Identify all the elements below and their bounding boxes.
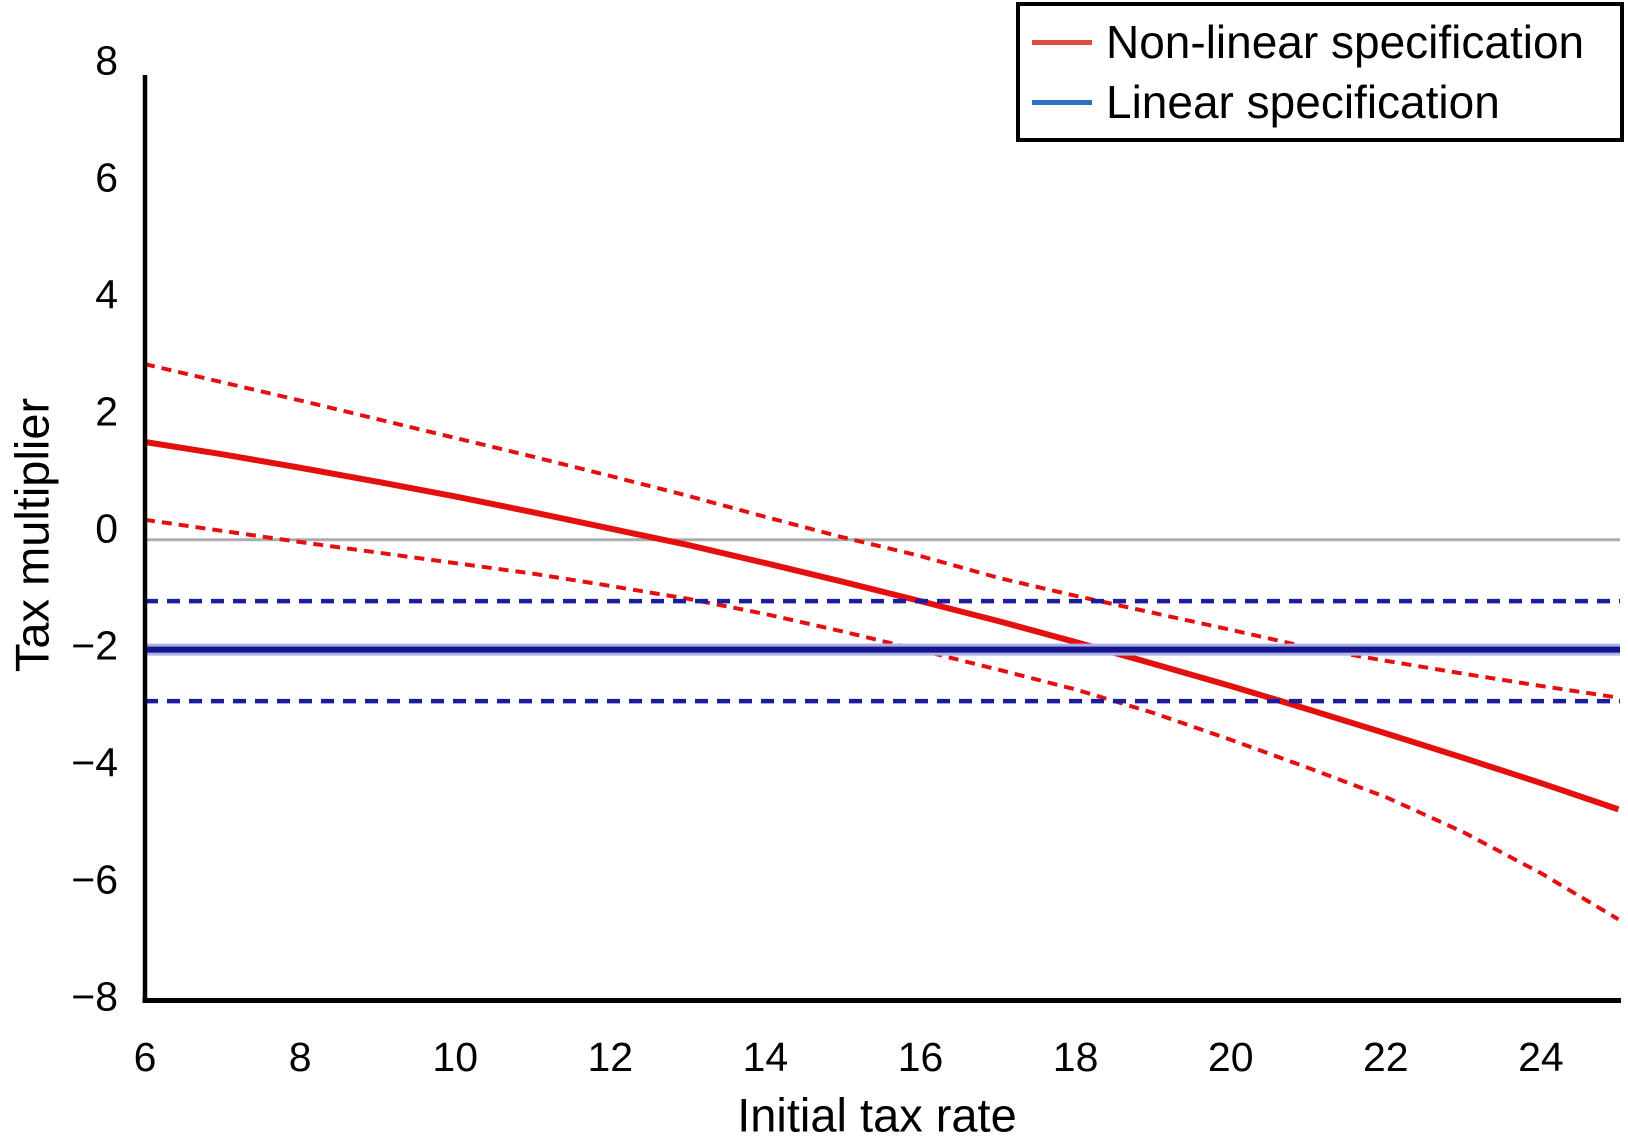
y-axis-title: Tax multiplier — [5, 397, 59, 673]
x-tick-label: 6 — [134, 1034, 157, 1080]
x-tick-label: 8 — [289, 1034, 312, 1080]
y-tick-label: 4 — [95, 272, 118, 318]
y-tick-label: −8 — [71, 974, 118, 1020]
legend-item-nonlinear: Non-linear specification — [1020, 15, 1620, 69]
y-tick-label: 8 — [95, 38, 118, 84]
non-linear-specification-line — [144, 439, 1620, 813]
x-tick-label: 18 — [1053, 1034, 1099, 1080]
x-tick-label: 22 — [1363, 1034, 1409, 1080]
x-tick-label: 20 — [1208, 1034, 1254, 1080]
y-tick-label: 2 — [95, 389, 118, 435]
y-tick-label: 6 — [95, 155, 118, 201]
legend-label-nonlinear: Non-linear specification — [1106, 16, 1585, 68]
x-tick-label: 12 — [587, 1034, 633, 1080]
x-axis-title: Initial tax rate — [737, 1088, 1017, 1142]
non-linear-ci-lower-line — [144, 517, 1620, 922]
linear-line-swatch — [1032, 99, 1092, 105]
x-tick-label: 16 — [898, 1034, 944, 1080]
x-tick-label: 14 — [743, 1034, 789, 1080]
x-tick-label: 10 — [432, 1034, 478, 1080]
y-tick-label: −4 — [71, 740, 118, 786]
y-tick-label: −6 — [71, 857, 118, 903]
y-tick-label: −2 — [71, 623, 118, 669]
x-tick-label: 24 — [1518, 1034, 1564, 1080]
non-linear-ci-upper-line — [144, 362, 1619, 700]
legend: Non-linear specification Linear specific… — [1016, 2, 1624, 142]
y-tick-label: 0 — [95, 506, 118, 552]
nonlinear-line-swatch — [1032, 39, 1092, 45]
legend-label-linear: Linear specification — [1106, 76, 1500, 128]
legend-item-linear: Linear specification — [1020, 75, 1620, 129]
